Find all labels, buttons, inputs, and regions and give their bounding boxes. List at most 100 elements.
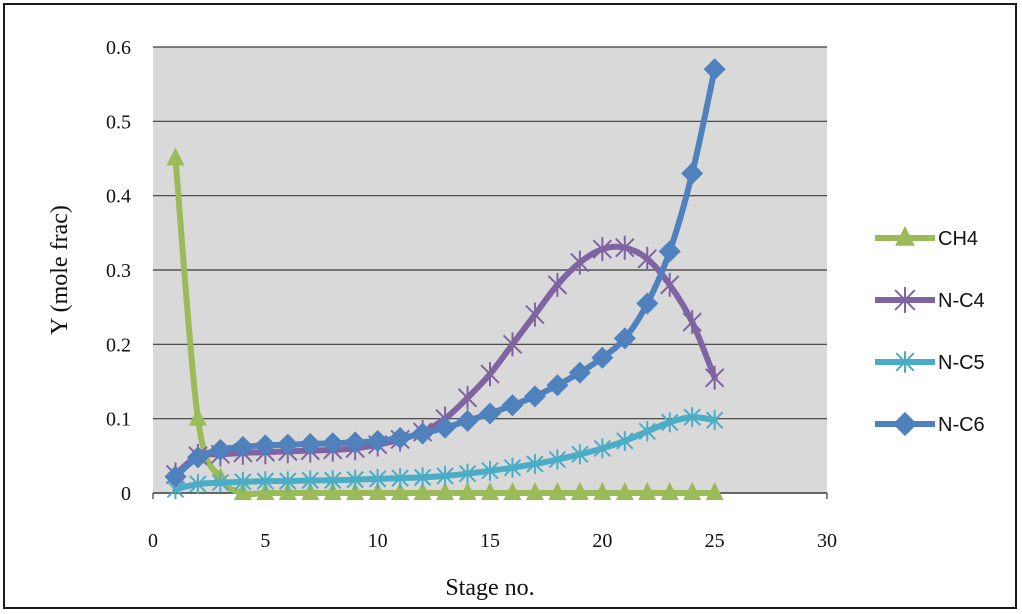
chart-frame: 0 0.1 0.2 0.3 0.4 0.5 0.6 0 5 10 15 20 25 30 Y (mole … [3, 3, 1017, 609]
y-tick-label: 0.1 [106, 409, 131, 431]
axes: 0 0.1 0.2 0.3 0.4 0.5 0.6 0 5 10 15 20 25 30 [106, 37, 837, 552]
data-point-marker [503, 482, 522, 500]
data-point-marker [164, 465, 187, 488]
y-tick-label: 0.2 [106, 334, 131, 356]
data-point-marker [301, 470, 319, 491]
data-point-marker [413, 482, 432, 500]
series-n-c6 [164, 58, 726, 488]
data-point-marker [254, 434, 277, 457]
data-point-marker [503, 457, 522, 478]
data-point-marker [568, 361, 591, 384]
data-point-marker [234, 471, 252, 492]
data-point-marker [548, 482, 567, 500]
data-point-marker [616, 430, 634, 451]
x-tick-label: 30 [817, 530, 837, 552]
x-tick-label: 5 [260, 530, 270, 552]
data-point-marker [480, 362, 500, 387]
x-axis-title: Stage no. [445, 575, 534, 601]
data-point-marker [613, 327, 636, 350]
data-point-marker [458, 463, 477, 484]
data-point-marker [526, 454, 544, 475]
data-point-marker [501, 394, 524, 417]
x-tick-label: 10 [368, 530, 388, 552]
data-point-marker [636, 292, 659, 315]
data-point-marker [502, 332, 523, 357]
data-point-marker [368, 468, 387, 489]
data-point-marker [705, 482, 724, 500]
y-tick-label: 0.3 [106, 260, 131, 282]
y-tick-label: 0.5 [106, 111, 131, 133]
legend-label: CH4 [938, 228, 978, 250]
data-point-marker [344, 431, 367, 454]
legend-label: N-C4 [938, 290, 985, 312]
data-point-marker [658, 240, 681, 263]
data-point-marker [299, 432, 322, 455]
data-point-marker [366, 429, 389, 452]
data-point-marker [593, 438, 612, 459]
y-axis-title: Y (mole frac) [47, 205, 73, 335]
data-point-marker [638, 421, 656, 442]
data-point-marker [391, 468, 409, 489]
series-layer [164, 58, 726, 500]
data-point-marker [525, 302, 545, 327]
data-point-marker [615, 235, 635, 260]
data-point-marker [894, 287, 916, 313]
data-point-marker [434, 416, 457, 439]
data-point-marker [231, 435, 254, 458]
data-point-marker [638, 482, 657, 500]
data-point-marker [458, 482, 477, 500]
data-point-marker [456, 409, 479, 432]
data-point-marker [389, 426, 412, 449]
data-point-marker [592, 237, 613, 262]
data-point-marker [481, 460, 499, 481]
data-point-marker [479, 402, 501, 425]
data-point-marker [301, 482, 320, 500]
data-point-marker [411, 422, 434, 445]
data-point-marker [681, 162, 704, 185]
legend-label: N-C5 [938, 352, 985, 374]
data-point-marker [523, 385, 546, 408]
data-point-marker [615, 482, 634, 500]
data-point-marker [368, 482, 387, 500]
legend-item: N-C6 [875, 411, 985, 437]
y-tick-label: 0.4 [106, 186, 131, 208]
data-point-marker [436, 482, 455, 500]
data-point-marker [279, 471, 297, 492]
data-point-marker [661, 412, 679, 433]
data-point-marker [276, 433, 299, 456]
data-point-marker [525, 482, 544, 500]
grid-lines [153, 46, 827, 420]
data-point-marker [895, 351, 915, 373]
data-point-marker [892, 411, 918, 437]
data-point-marker [166, 147, 185, 166]
data-point-marker [683, 482, 702, 500]
data-point-marker [436, 465, 454, 486]
data-point-marker [189, 474, 207, 495]
chart-svg: 0 0.1 0.2 0.3 0.4 0.5 0.6 0 5 10 15 20 25 30 Y (mole … [47, 37, 985, 601]
data-point-marker [546, 374, 569, 397]
data-point-marker [683, 407, 701, 428]
data-point-marker [481, 482, 499, 500]
data-point-marker [547, 272, 568, 297]
data-point-marker [548, 449, 567, 470]
data-point-marker [593, 482, 612, 500]
data-point-marker [570, 482, 589, 500]
data-point-marker [323, 482, 342, 500]
data-point-marker [324, 470, 342, 491]
legend-item: N-C5 [875, 351, 985, 374]
data-point-marker [660, 482, 679, 500]
legend-item: N-C4 [875, 287, 985, 313]
data-point-marker [637, 246, 657, 271]
data-point-marker [704, 365, 725, 390]
series-n-c5 [166, 407, 724, 500]
data-point-marker [571, 444, 589, 465]
data-point-marker [188, 407, 207, 426]
x-tick-label: 0 [148, 530, 158, 552]
y-tick-label: 0 [121, 483, 131, 505]
legend-label: N-C6 [938, 414, 985, 436]
data-point-marker [895, 225, 915, 246]
data-point-marker [457, 385, 478, 410]
data-point-marker [321, 432, 344, 455]
data-point-marker [413, 467, 432, 488]
data-point-marker [186, 446, 209, 469]
